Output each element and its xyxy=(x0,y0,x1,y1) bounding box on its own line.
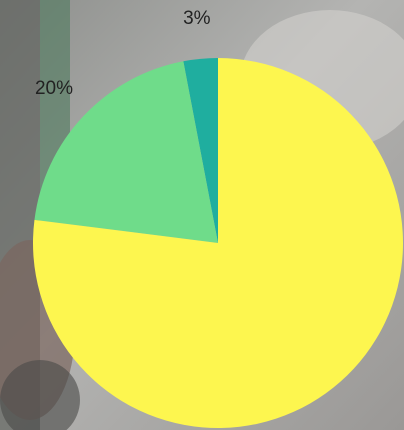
slice-label: 3% xyxy=(183,8,211,29)
pie-slice xyxy=(183,58,218,243)
pie: 3% 20% xyxy=(33,8,404,428)
pie-slice xyxy=(33,58,404,428)
pie-slice xyxy=(34,61,219,244)
slice-label: 20% xyxy=(35,78,73,99)
